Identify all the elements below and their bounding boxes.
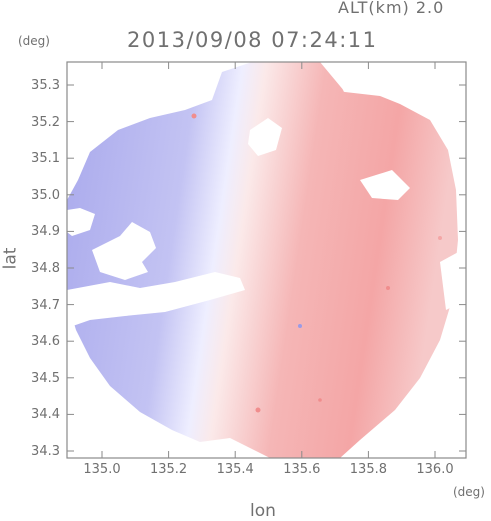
x-unit-label: (deg) xyxy=(453,485,485,499)
gap-island xyxy=(67,208,95,236)
echo-speckle xyxy=(386,286,390,290)
plot-frame xyxy=(66,61,467,459)
echo-speckle xyxy=(255,407,261,413)
y-tick-label: 35.1 xyxy=(31,151,60,167)
gap-ne xyxy=(330,62,360,92)
y-tick-label: 35.3 xyxy=(31,78,60,93)
echo-speckle xyxy=(438,236,442,240)
altitude-label: ALT(km) 2.0 xyxy=(338,0,445,17)
gap-east xyxy=(360,170,410,200)
y-tick-label: 34.7 xyxy=(31,297,60,313)
x-tick-label: 135.0 xyxy=(83,462,121,477)
y-tick-label: 34.3 xyxy=(31,444,60,459)
timestamp-title: 2013/09/08 07:24:11 xyxy=(127,28,378,52)
x-tick-label: 136.0 xyxy=(416,462,454,477)
y-tick-label: 34.8 xyxy=(31,261,60,276)
y-tick-label: 35.2 xyxy=(31,114,60,130)
y-tick-label: 34.6 xyxy=(31,334,60,350)
y-unit-label: (deg) xyxy=(18,34,50,48)
x-tick-label: 135.4 xyxy=(216,462,254,477)
x-axis-title: lon xyxy=(250,501,276,521)
y-tick-label: 34.5 xyxy=(31,370,60,386)
y-tick-label: 34.9 xyxy=(31,224,60,240)
echo-speckle xyxy=(318,398,322,402)
echo-region xyxy=(67,62,458,458)
x-tick-label: 135.8 xyxy=(349,462,387,477)
echo-speckle xyxy=(191,113,197,119)
echo-speckle xyxy=(298,324,302,328)
gap-west xyxy=(67,272,245,328)
gap-bay xyxy=(92,222,156,280)
y-tick-label: 34.4 xyxy=(31,407,60,423)
gap-southeast xyxy=(440,250,466,310)
x-tick-label: 135.6 xyxy=(283,462,321,477)
velocity-field xyxy=(67,62,466,458)
tick-marks xyxy=(67,62,466,458)
y-tick-label: 35.0 xyxy=(31,187,60,203)
gap-north xyxy=(248,118,282,156)
x-tick-label: 135.2 xyxy=(149,462,188,477)
